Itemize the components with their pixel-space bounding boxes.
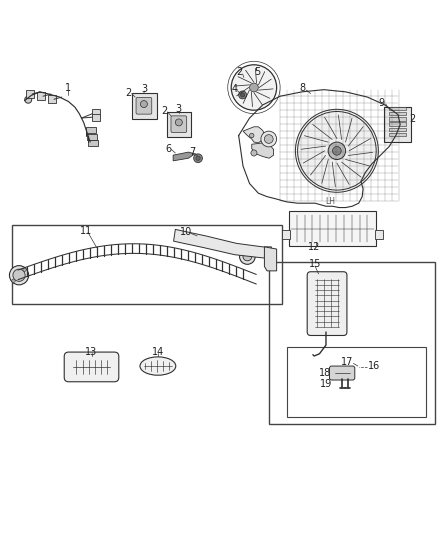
Circle shape bbox=[239, 91, 247, 99]
Circle shape bbox=[194, 154, 202, 163]
Bar bbox=[87, 134, 97, 140]
Ellipse shape bbox=[140, 357, 176, 375]
Polygon shape bbox=[173, 152, 195, 161]
Circle shape bbox=[231, 65, 277, 110]
Circle shape bbox=[250, 133, 254, 138]
Text: 8: 8 bbox=[299, 83, 305, 93]
Circle shape bbox=[332, 147, 341, 155]
Bar bbox=[389, 117, 406, 120]
Circle shape bbox=[25, 96, 32, 103]
Bar bbox=[389, 128, 406, 131]
FancyBboxPatch shape bbox=[136, 98, 152, 114]
Circle shape bbox=[23, 268, 26, 271]
Text: 13: 13 bbox=[85, 346, 98, 357]
Circle shape bbox=[250, 83, 258, 92]
Bar bbox=[287, 348, 426, 417]
FancyBboxPatch shape bbox=[64, 352, 119, 382]
Bar bbox=[289, 212, 376, 246]
Circle shape bbox=[12, 279, 15, 282]
Polygon shape bbox=[265, 247, 277, 271]
Text: 17: 17 bbox=[341, 357, 353, 367]
Bar bbox=[375, 230, 383, 239]
Circle shape bbox=[265, 135, 273, 143]
Circle shape bbox=[175, 119, 182, 126]
Text: 2: 2 bbox=[126, 88, 132, 98]
Text: 9: 9 bbox=[378, 98, 385, 108]
Bar bbox=[12, 225, 283, 304]
FancyBboxPatch shape bbox=[307, 272, 347, 335]
Text: 5: 5 bbox=[254, 67, 261, 77]
Bar bbox=[37, 92, 45, 100]
Circle shape bbox=[196, 156, 200, 160]
Text: 2: 2 bbox=[409, 114, 415, 124]
Bar bbox=[86, 127, 96, 133]
Text: 7: 7 bbox=[190, 147, 196, 157]
Circle shape bbox=[328, 142, 346, 159]
Circle shape bbox=[295, 109, 378, 192]
Text: 1: 1 bbox=[65, 83, 71, 93]
FancyBboxPatch shape bbox=[171, 116, 187, 133]
Bar bbox=[269, 262, 435, 424]
Text: 3: 3 bbox=[176, 104, 182, 114]
Bar bbox=[389, 112, 406, 116]
Circle shape bbox=[240, 248, 255, 264]
Circle shape bbox=[243, 252, 252, 261]
FancyBboxPatch shape bbox=[385, 107, 411, 142]
Bar bbox=[389, 107, 406, 110]
Circle shape bbox=[141, 101, 148, 108]
Text: 2: 2 bbox=[236, 67, 242, 77]
Bar bbox=[26, 90, 34, 98]
Circle shape bbox=[251, 150, 257, 156]
Text: 3: 3 bbox=[142, 84, 148, 94]
Text: 18: 18 bbox=[318, 368, 331, 377]
FancyBboxPatch shape bbox=[167, 111, 191, 138]
Circle shape bbox=[240, 93, 245, 97]
Circle shape bbox=[13, 269, 25, 281]
Text: 6: 6 bbox=[165, 143, 171, 154]
Circle shape bbox=[261, 131, 277, 147]
Bar bbox=[92, 109, 100, 116]
Text: 2: 2 bbox=[161, 106, 168, 116]
Polygon shape bbox=[252, 143, 274, 158]
Bar bbox=[389, 123, 406, 126]
Text: 16: 16 bbox=[368, 361, 380, 371]
FancyBboxPatch shape bbox=[329, 366, 355, 380]
Text: 12: 12 bbox=[308, 242, 320, 252]
Circle shape bbox=[297, 111, 376, 190]
Bar bbox=[48, 95, 56, 103]
Text: 15: 15 bbox=[309, 260, 321, 269]
Text: 10: 10 bbox=[180, 227, 192, 237]
Text: 19: 19 bbox=[320, 378, 332, 389]
Text: 11: 11 bbox=[80, 225, 92, 236]
Circle shape bbox=[10, 265, 28, 285]
Bar bbox=[389, 133, 406, 136]
Polygon shape bbox=[173, 229, 272, 259]
FancyBboxPatch shape bbox=[132, 93, 156, 119]
Polygon shape bbox=[243, 127, 265, 143]
Text: 4: 4 bbox=[231, 84, 237, 94]
Bar bbox=[283, 230, 290, 239]
Bar bbox=[92, 114, 100, 120]
Bar bbox=[88, 140, 98, 147]
Text: LH: LH bbox=[325, 197, 336, 206]
Text: 14: 14 bbox=[152, 346, 164, 357]
